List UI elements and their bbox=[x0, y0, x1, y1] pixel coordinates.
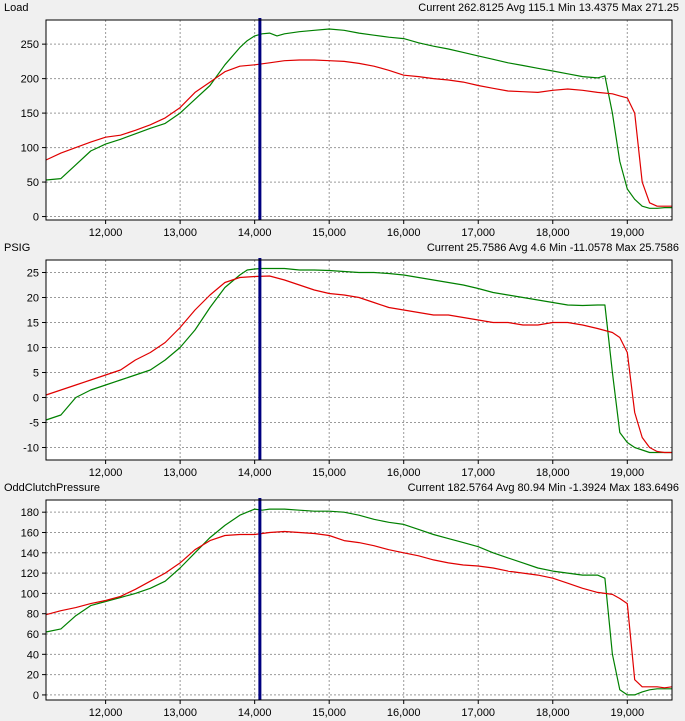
load-x-tick-label: 12,000 bbox=[89, 227, 123, 239]
psig-chart-panel: PSIG Current 25.7586 Avg 4.6 Min -11.057… bbox=[0, 240, 685, 480]
psig-x-tick-label: 16,000 bbox=[387, 467, 421, 479]
psig-y-tick-label: -5 bbox=[29, 418, 39, 430]
load-y-tick-label: 200 bbox=[21, 74, 39, 86]
psig-x-tick-label: 18,000 bbox=[536, 467, 570, 479]
psig-x-tick-label: 14,000 bbox=[238, 467, 272, 479]
psig-chart-header: PSIG Current 25.7586 Avg 4.6 Min -11.057… bbox=[0, 240, 685, 256]
load-plot-area bbox=[46, 20, 672, 220]
odd-clutch-pressure-y-tick-label: 100 bbox=[21, 588, 39, 600]
load-x-tick-label: 15,000 bbox=[312, 227, 346, 239]
load-green-series-line bbox=[45, 28, 672, 209]
odd-clutch-pressure-y-tick-label: 160 bbox=[21, 527, 39, 539]
odd-clutch-pressure-x-tick-label: 15,000 bbox=[312, 707, 346, 719]
load-x-tick-label: 17,000 bbox=[461, 227, 495, 239]
odd-clutch-pressure-y-tick-label: 20 bbox=[27, 670, 39, 682]
odd-clutch-pressure-red-series-line bbox=[45, 530, 673, 689]
psig-y-tick-label: 0 bbox=[33, 393, 39, 405]
odd-clutch-pressure-chart-title: OddClutchPressure bbox=[4, 482, 100, 494]
load-x-tick-label: 14,000 bbox=[238, 227, 272, 239]
psig-y-tick-label: 5 bbox=[33, 368, 39, 380]
psig-chart[interactable]: 12,000 13,000 14,000 15,000 16,000 17,000 18,0… bbox=[0, 240, 685, 480]
load-chart-stats: Current 262.8125 Avg 115.1 Min 13.4375 M… bbox=[418, 2, 679, 14]
odd-clutch-pressure-y-tick-label: 80 bbox=[27, 609, 39, 621]
load-x-tick-label: 16,000 bbox=[387, 227, 421, 239]
odd-clutch-pressure-x-tick-label: 18,000 bbox=[536, 707, 570, 719]
odd-clutch-pressure-x-tick-label: 13,000 bbox=[163, 707, 197, 719]
psig-red-series-line bbox=[45, 275, 672, 454]
odd-clutch-pressure-x-tick-label: 17,000 bbox=[461, 707, 495, 719]
odd-clutch-pressure-green-series-line bbox=[45, 508, 672, 696]
odd-clutch-pressure-plot-area bbox=[46, 500, 672, 700]
psig-y-tick-label: 15 bbox=[27, 318, 39, 330]
psig-plot-border bbox=[45, 259, 673, 461]
load-y-tick-label: 150 bbox=[21, 108, 39, 120]
load-y-tick-label: 100 bbox=[21, 143, 39, 155]
load-plot-border bbox=[45, 19, 673, 221]
load-chart-header: Load Current 262.8125 Avg 115.1 Min 13.4… bbox=[0, 0, 685, 16]
odd-clutch-pressure-y-tick-label: 40 bbox=[27, 649, 39, 661]
psig-green-series-line bbox=[45, 267, 672, 454]
odd-clutch-pressure-y-tick-label: 140 bbox=[21, 548, 39, 560]
load-y-tick-label: 0 bbox=[33, 212, 39, 224]
psig-x-tick-label: 19,000 bbox=[610, 467, 644, 479]
odd-clutch-pressure-y-tick-label: 60 bbox=[27, 629, 39, 641]
load-chart-panel: Load Current 262.8125 Avg 115.1 Min 13.4… bbox=[0, 0, 685, 240]
psig-x-tick-label: 17,000 bbox=[461, 467, 495, 479]
load-y-tick-label: 250 bbox=[21, 39, 39, 51]
psig-x-tick-label: 12,000 bbox=[89, 467, 123, 479]
odd-clutch-pressure-chart-panel: OddClutchPressure Current 182.5764 Avg 8… bbox=[0, 480, 685, 720]
odd-clutch-pressure-x-tick-label: 16,000 bbox=[387, 707, 421, 719]
psig-plot-area bbox=[46, 260, 672, 460]
psig-y-tick-label: 10 bbox=[27, 343, 39, 355]
psig-chart-stats: Current 25.7586 Avg 4.6 Min -11.0578 Max… bbox=[426, 242, 679, 254]
odd-clutch-pressure-chart-header: OddClutchPressure Current 182.5764 Avg 8… bbox=[0, 480, 685, 496]
psig-y-tick-label: 20 bbox=[27, 293, 39, 305]
load-y-tick-label: 50 bbox=[27, 177, 39, 189]
load-red-series-line bbox=[45, 59, 672, 207]
load-x-tick-label: 18,000 bbox=[536, 227, 570, 239]
odd-clutch-pressure-plot-border bbox=[45, 499, 673, 701]
odd-clutch-pressure-chart[interactable]: 12,000 13,000 14,000 15,000 16,000 17,000 18,0… bbox=[0, 480, 685, 720]
psig-chart-title: PSIG bbox=[4, 242, 31, 254]
load-x-tick-label: 13,000 bbox=[163, 227, 197, 239]
load-x-tick-label: 19,000 bbox=[610, 227, 644, 239]
odd-clutch-pressure-x-tick-label: 19,000 bbox=[610, 707, 644, 719]
psig-x-tick-label: 15,000 bbox=[312, 467, 346, 479]
odd-clutch-pressure-y-tick-label: 120 bbox=[21, 568, 39, 580]
load-chart-title: Load bbox=[4, 2, 29, 14]
odd-clutch-pressure-x-tick-label: 14,000 bbox=[238, 707, 272, 719]
odd-clutch-pressure-chart-stats: Current 182.5764 Avg 80.94 Min -1.3924 M… bbox=[407, 482, 679, 494]
psig-x-tick-label: 13,000 bbox=[163, 467, 197, 479]
load-chart[interactable]: 12,000 13,000 14,000 15,000 16,000 17,000 18,0… bbox=[0, 0, 685, 240]
psig-y-tick-label: 25 bbox=[27, 268, 39, 280]
odd-clutch-pressure-y-tick-label: 180 bbox=[21, 507, 39, 519]
odd-clutch-pressure-y-tick-label: 0 bbox=[33, 690, 39, 702]
odd-clutch-pressure-x-tick-label: 12,000 bbox=[89, 707, 123, 719]
psig-y-tick-label: -10 bbox=[23, 443, 39, 455]
